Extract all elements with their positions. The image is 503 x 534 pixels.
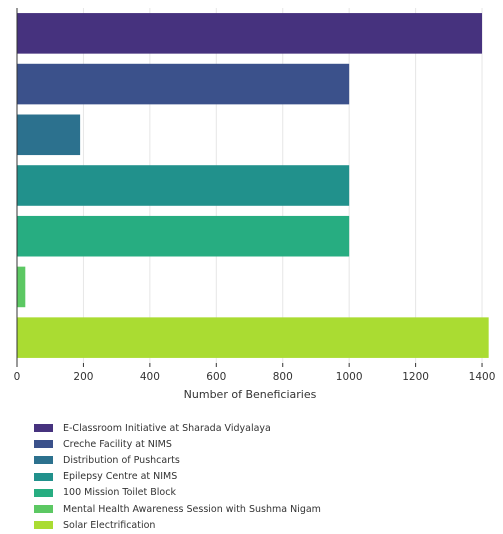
legend-item: Epilepsy Centre at NIMS [34,469,494,485]
x-tick-label: 1200 [402,371,429,383]
bar [17,165,350,206]
legend-swatch [34,505,53,514]
legend-label: E-Classroom Initiative at Sharada Vidyal… [63,422,271,434]
bar [17,114,81,156]
bar [17,215,350,257]
bar [17,13,483,54]
legend-swatch [34,424,53,433]
legend-label: Epilepsy Centre at NIMS [63,471,178,483]
legend: E-Classroom Initiative at Sharada Vidyal… [34,420,494,533]
legend-label: Mental Health Awareness Session with Sus… [63,503,321,515]
x-tick-label: 0 [14,371,21,383]
legend-swatch [34,440,53,449]
legend-item: Mental Health Awareness Session with Sus… [34,501,494,517]
bars [17,13,489,358]
x-tick-label: 200 [73,371,93,383]
x-axis-label: Number of Beneficiaries [184,388,317,401]
legend-swatch [34,521,53,530]
bar-chart: 0 200 400 600 800 1000 1200 1400 Number of Bene… [14,8,496,401]
bar [17,317,489,358]
legend-item: 100 Mission Toilet Block [34,485,494,501]
x-axis: 0 200 400 600 800 1000 1200 1400 [14,8,496,383]
x-tick-label: 600 [206,371,226,383]
bar [17,63,350,105]
legend-label: Creche Facility at NIMS [63,438,172,450]
bar [17,266,26,308]
legend-swatch [34,456,53,465]
legend-swatch [34,472,53,481]
x-tick-label: 800 [273,371,293,383]
x-tick-label: 400 [140,371,160,383]
legend-label: Distribution of Pushcarts [63,454,180,466]
legend-item: Distribution of Pushcarts [34,452,494,468]
legend-label: Solar Electrification [63,519,156,531]
legend-item: Solar Electrification [34,517,494,533]
x-tick-label: 1000 [336,371,363,383]
legend-label: 100 Mission Toilet Block [63,487,176,499]
legend-item: Creche Facility at NIMS [34,436,494,452]
legend-swatch [34,488,53,497]
x-tick-label: 1400 [469,371,496,383]
legend-item: E-Classroom Initiative at Sharada Vidyal… [34,420,494,436]
